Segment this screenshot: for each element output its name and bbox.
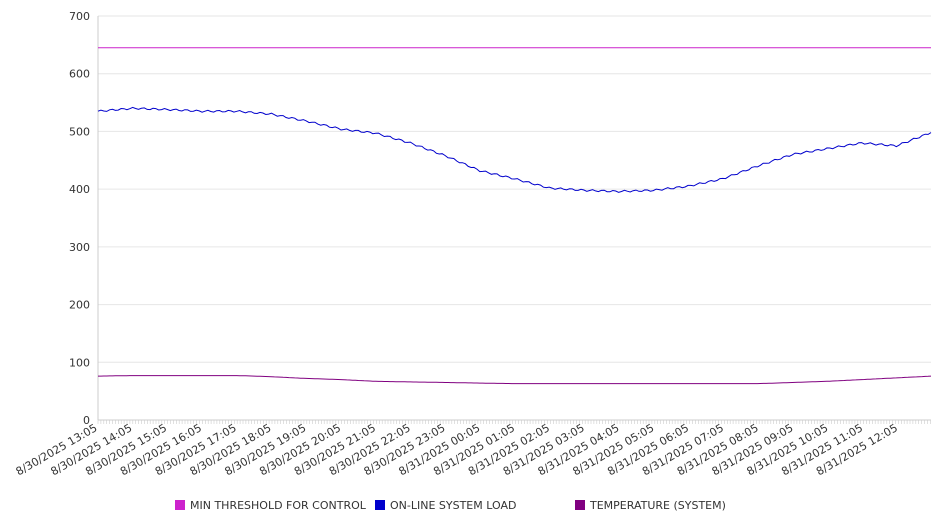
legend-label: MIN THRESHOLD FOR CONTROL xyxy=(190,499,367,512)
series-line-1 xyxy=(97,106,932,193)
axes xyxy=(97,16,931,424)
y-tick-label: 600 xyxy=(69,68,90,81)
y-tick-labels: 0 100 200 300 400 500 600 700 xyxy=(69,10,90,427)
y-tick-label: 300 xyxy=(69,241,90,254)
x-tick-labels: 8/30/2025 13:058/30/2025 14:058/30/2025 … xyxy=(14,421,900,478)
y-tick-label: 500 xyxy=(69,125,90,138)
legend-label: ON-LINE SYSTEM LOAD xyxy=(390,499,516,512)
y-tick-label: 0 xyxy=(83,414,90,427)
gridlines xyxy=(98,15,931,363)
y-tick-label: 200 xyxy=(69,299,90,312)
legend-label: TEMPERATURE (SYSTEM) xyxy=(589,499,726,512)
series-layer xyxy=(97,47,932,385)
legend: MIN THRESHOLD FOR CONTROL ON-LINE SYSTEM … xyxy=(175,499,726,512)
series-line-2 xyxy=(98,375,932,385)
legend-swatch xyxy=(575,500,585,510)
y-tick-label: 400 xyxy=(69,183,90,196)
y-tick-label: 100 xyxy=(69,356,90,369)
legend-swatch xyxy=(175,500,185,510)
legend-swatch xyxy=(375,500,385,510)
y-tick-label: 700 xyxy=(69,10,90,23)
